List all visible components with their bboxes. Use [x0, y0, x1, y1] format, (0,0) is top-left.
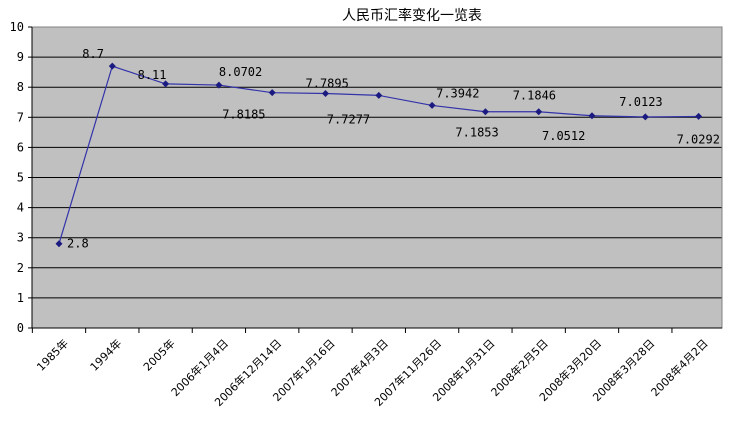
data-label: 7.0123 — [619, 95, 662, 109]
y-tick-label: 5 — [17, 171, 24, 185]
chart-title: 人民币汇率变化一览表 — [342, 7, 482, 24]
x-tick-label: 2005年 — [140, 336, 177, 373]
data-point — [428, 101, 436, 109]
data-label: 7.1846 — [513, 89, 556, 103]
data-point — [588, 112, 596, 120]
data-point — [322, 90, 329, 98]
data-point — [55, 240, 63, 248]
y-tick-label: 10 — [10, 20, 24, 34]
y-tick-label: 0 — [17, 321, 24, 335]
y-tick-label: 8 — [17, 80, 24, 94]
data-point — [268, 89, 276, 97]
x-tick-label: 2008年4月2日 — [648, 336, 711, 399]
x-axis: 1985年 1994年 2005年2006年1月4日2006年12月14日2007年… — [31, 327, 722, 409]
y-axis: 0 1 2 3 4 5 6 7 8 9 10 — [10, 20, 33, 335]
data-label: 7.7895 — [306, 77, 349, 91]
data-label: 8.7 — [82, 47, 104, 61]
series-line-layer — [55, 62, 703, 248]
y-tick-label: 9 — [17, 50, 24, 64]
data-point — [481, 108, 489, 116]
data-label: 8.11 — [138, 68, 167, 82]
y-tick-label: 7 — [17, 110, 24, 124]
data-label: 7.0512 — [542, 129, 585, 143]
data-label: 7.1853 — [455, 126, 498, 140]
x-tick-label: 1985年 — [34, 336, 71, 373]
data-labels: 2.8 8.7 8.11 8.0702 7.8185 7.7895 7.7277 7.3942… — [67, 47, 720, 251]
data-point — [162, 80, 170, 88]
data-point — [375, 91, 383, 99]
data-point — [108, 62, 116, 70]
data-label: 7.0292 — [677, 132, 720, 146]
data-point — [215, 81, 223, 89]
data-label: 7.8185 — [222, 108, 265, 122]
data-point — [641, 113, 649, 121]
data-label: 7.3942 — [436, 86, 479, 100]
y-tick-label: 2 — [17, 261, 24, 275]
x-tick-label: 1994年 — [87, 336, 124, 373]
y-tick-label: 6 — [17, 140, 24, 154]
data-point — [695, 112, 703, 120]
y-tick-label: 4 — [17, 201, 24, 215]
gridlines — [31, 26, 723, 329]
data-label: 2.8 — [67, 237, 89, 251]
data-point — [535, 108, 543, 116]
data-label: 7.7277 — [327, 112, 370, 126]
y-tick-label: 1 — [17, 291, 24, 305]
y-tick-label: 3 — [17, 231, 24, 245]
data-label: 8.0702 — [219, 65, 262, 79]
